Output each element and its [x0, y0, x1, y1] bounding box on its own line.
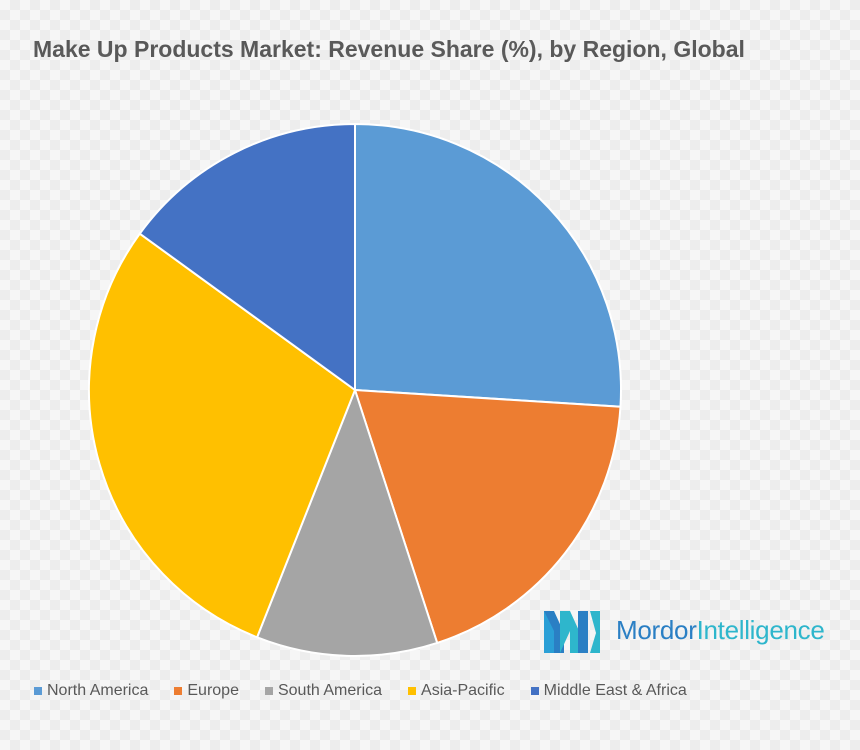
legend-label: Middle East & Africa — [543, 682, 687, 699]
pie-slice-middle-east-africa — [138, 122, 356, 392]
legend-swatch — [264, 687, 273, 695]
legend-swatch — [408, 687, 417, 695]
pie-slice-south-america — [255, 387, 439, 657]
pie-slice-north-america — [354, 122, 622, 408]
legend-label: South America — [277, 682, 383, 699]
legend-label: Europe — [187, 682, 239, 699]
legend-swatch — [530, 687, 539, 695]
chart-title: Make Up Products Market: Revenue Share (… — [33, 36, 745, 62]
legend-item: Europe — [174, 682, 239, 700]
legend-item: Middle East & Africa — [530, 682, 687, 700]
legend-item: South America — [264, 682, 383, 700]
logo-word-mordor: Mordor — [616, 615, 697, 645]
chart-legend: North America Europe South America Asia-… — [34, 682, 713, 700]
legend-label: North America — [47, 682, 149, 699]
logo-wordmark: MordorIntelligence — [616, 615, 825, 646]
logo-word-intelligence: Intelligence — [696, 615, 825, 645]
legend-item: Asia-Pacific — [408, 682, 505, 700]
pie-slice-europe — [353, 388, 622, 645]
legend-item: North America — [34, 682, 148, 700]
pie-slice-asia-pacific — [88, 232, 357, 639]
mordor-intelligence-logo: MordorIntelligence — [544, 609, 844, 655]
legend-swatch — [174, 687, 183, 695]
logo-mark-icon — [544, 611, 600, 653]
legend-label: Asia-Pacific — [421, 682, 505, 699]
pie-slices — [88, 122, 622, 657]
legend-swatch — [34, 687, 42, 695]
